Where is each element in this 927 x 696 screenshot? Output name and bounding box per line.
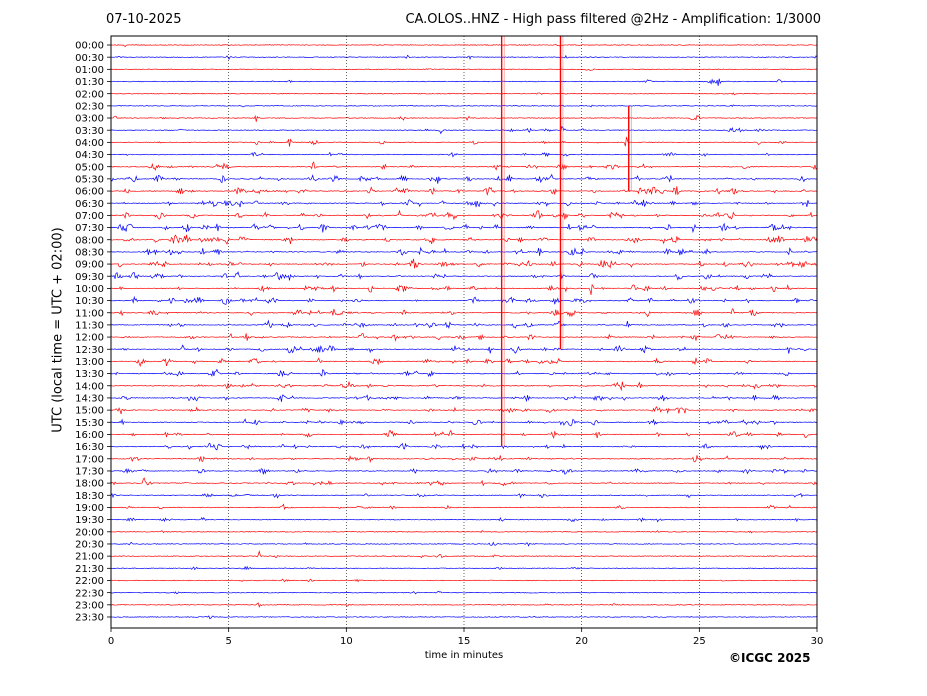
y-tick-label: 14:00 (75, 381, 104, 392)
y-tick-label: 15:30 (75, 418, 104, 429)
y-tick-label: 16:00 (75, 430, 104, 441)
x-tick-label: 20 (575, 636, 588, 647)
trace-row-2300 (110, 602, 818, 608)
y-tick-label: 13:30 (75, 369, 104, 380)
trace-row-2030 (110, 541, 818, 547)
x-tick-label: 25 (693, 636, 706, 647)
trace-row-1900 (110, 503, 818, 511)
y-tick-label: 19:30 (75, 515, 104, 526)
trace-row-0430 (110, 151, 818, 158)
trace-row-2330 (110, 615, 818, 620)
y-tick-label: 20:30 (75, 540, 104, 551)
trace-row-1530 (110, 418, 818, 427)
y-tick-label: 07:00 (75, 211, 104, 222)
trace-row-0500 (110, 161, 818, 172)
y-tick-label: 11:30 (75, 321, 104, 332)
x-tick-label: 5 (225, 636, 231, 647)
y-tick-label: 13:00 (75, 357, 104, 368)
y-tick-label: 08:30 (75, 247, 104, 258)
trace-row-1300 (110, 357, 818, 367)
y-tick-label: 00:30 (75, 53, 104, 64)
trace-row-1600 (110, 429, 818, 439)
trace-row-1230 (110, 344, 818, 354)
y-tick-label: 02:30 (75, 101, 104, 112)
y-tick-label: 22:00 (75, 576, 104, 587)
y-tick-label: 23:00 (75, 600, 104, 611)
x-tick-label: 15 (458, 636, 471, 647)
y-tick-label: 17:30 (75, 467, 104, 478)
trace-row-0700 (110, 209, 818, 221)
trace-row-2130 (110, 565, 818, 571)
y-tick-label: 19:00 (75, 503, 104, 514)
y-tick-label: 08:00 (75, 235, 104, 246)
y-tick-label: 20:00 (75, 527, 104, 538)
trace-row-1330 (110, 368, 818, 378)
y-tick-label: 04:30 (75, 150, 104, 161)
date-label: 07-10-2025 (106, 12, 182, 27)
x-tick-label: 30 (811, 636, 824, 647)
y-axis-label: UTC (local time = UTC + 02:00) (50, 227, 66, 433)
y-tick-label: 16:30 (75, 442, 104, 453)
trace-row-2230 (110, 590, 818, 595)
y-tick-label: 17:00 (75, 454, 104, 465)
trace-row-1430 (110, 394, 818, 403)
y-tick-label: 09:00 (75, 260, 104, 271)
y-tick-label: 18:30 (75, 491, 104, 502)
chart-title: CA.OLOS..HNZ - High pass filtered @2Hz -… (405, 12, 821, 27)
x-tick-label: 10 (340, 636, 353, 647)
trace-row-1500 (110, 406, 818, 415)
y-tick-label: 00:00 (75, 41, 104, 52)
trace-row-1800 (110, 477, 818, 487)
trace-row-0530 (110, 173, 818, 184)
trace-row-1700 (110, 455, 818, 464)
y-tick-label: 21:30 (75, 564, 104, 575)
plot-frame (110, 35, 818, 629)
y-tick-label: 04:00 (75, 138, 104, 149)
trace-row-1400 (110, 381, 818, 392)
trace-row-0900 (110, 258, 818, 269)
y-tick-label: 07:30 (75, 223, 104, 234)
y-tick-label: 12:30 (75, 345, 104, 356)
y-tick-label: 12:00 (75, 333, 104, 344)
copyright-label: ©ICGC 2025 (729, 651, 811, 665)
y-tick-label: 15:00 (75, 406, 104, 417)
trace-row-2200 (110, 578, 818, 583)
x-axis-label: time in minutes (424, 650, 504, 661)
y-tick-label: 18:00 (75, 479, 104, 490)
trace-row-2100 (110, 550, 818, 559)
x-tick-label: 0 (108, 636, 114, 647)
y-tick-label: 03:30 (75, 126, 104, 137)
trace-row-1000 (110, 283, 818, 295)
y-tick-label: 22:30 (75, 588, 104, 599)
y-tick-label: 03:00 (75, 114, 104, 125)
y-tick-label: 06:00 (75, 187, 104, 198)
x-axis-ticks: 0 5 10 15 20 25 30 (108, 628, 824, 647)
y-tick-label: 06:30 (75, 199, 104, 210)
trace-row-0630 (110, 199, 818, 208)
y-tick-label: 11:00 (75, 308, 104, 319)
y-tick-label: 10:00 (75, 284, 104, 295)
trace-row-0800 (110, 234, 818, 245)
y-tick-label: 14:30 (75, 394, 104, 405)
trace-row-0600 (110, 186, 818, 196)
y-tick-label: 21:00 (75, 552, 104, 563)
y-tick-label: 01:00 (75, 65, 104, 76)
y-tick-label: 10:30 (75, 296, 104, 307)
trace-row-0400 (110, 136, 818, 147)
y-tick-label: 02:00 (75, 89, 104, 100)
y-tick-label: 09:30 (75, 272, 104, 283)
y-tick-label: 01:30 (75, 77, 104, 88)
trace-row-1630 (110, 442, 818, 451)
y-tick-label: 23:30 (75, 613, 104, 624)
y-tick-label: 05:00 (75, 162, 104, 173)
y-tick-label: 05:30 (75, 174, 104, 185)
seismic-traces (110, 44, 818, 620)
signal-glitches (500, 36, 632, 447)
